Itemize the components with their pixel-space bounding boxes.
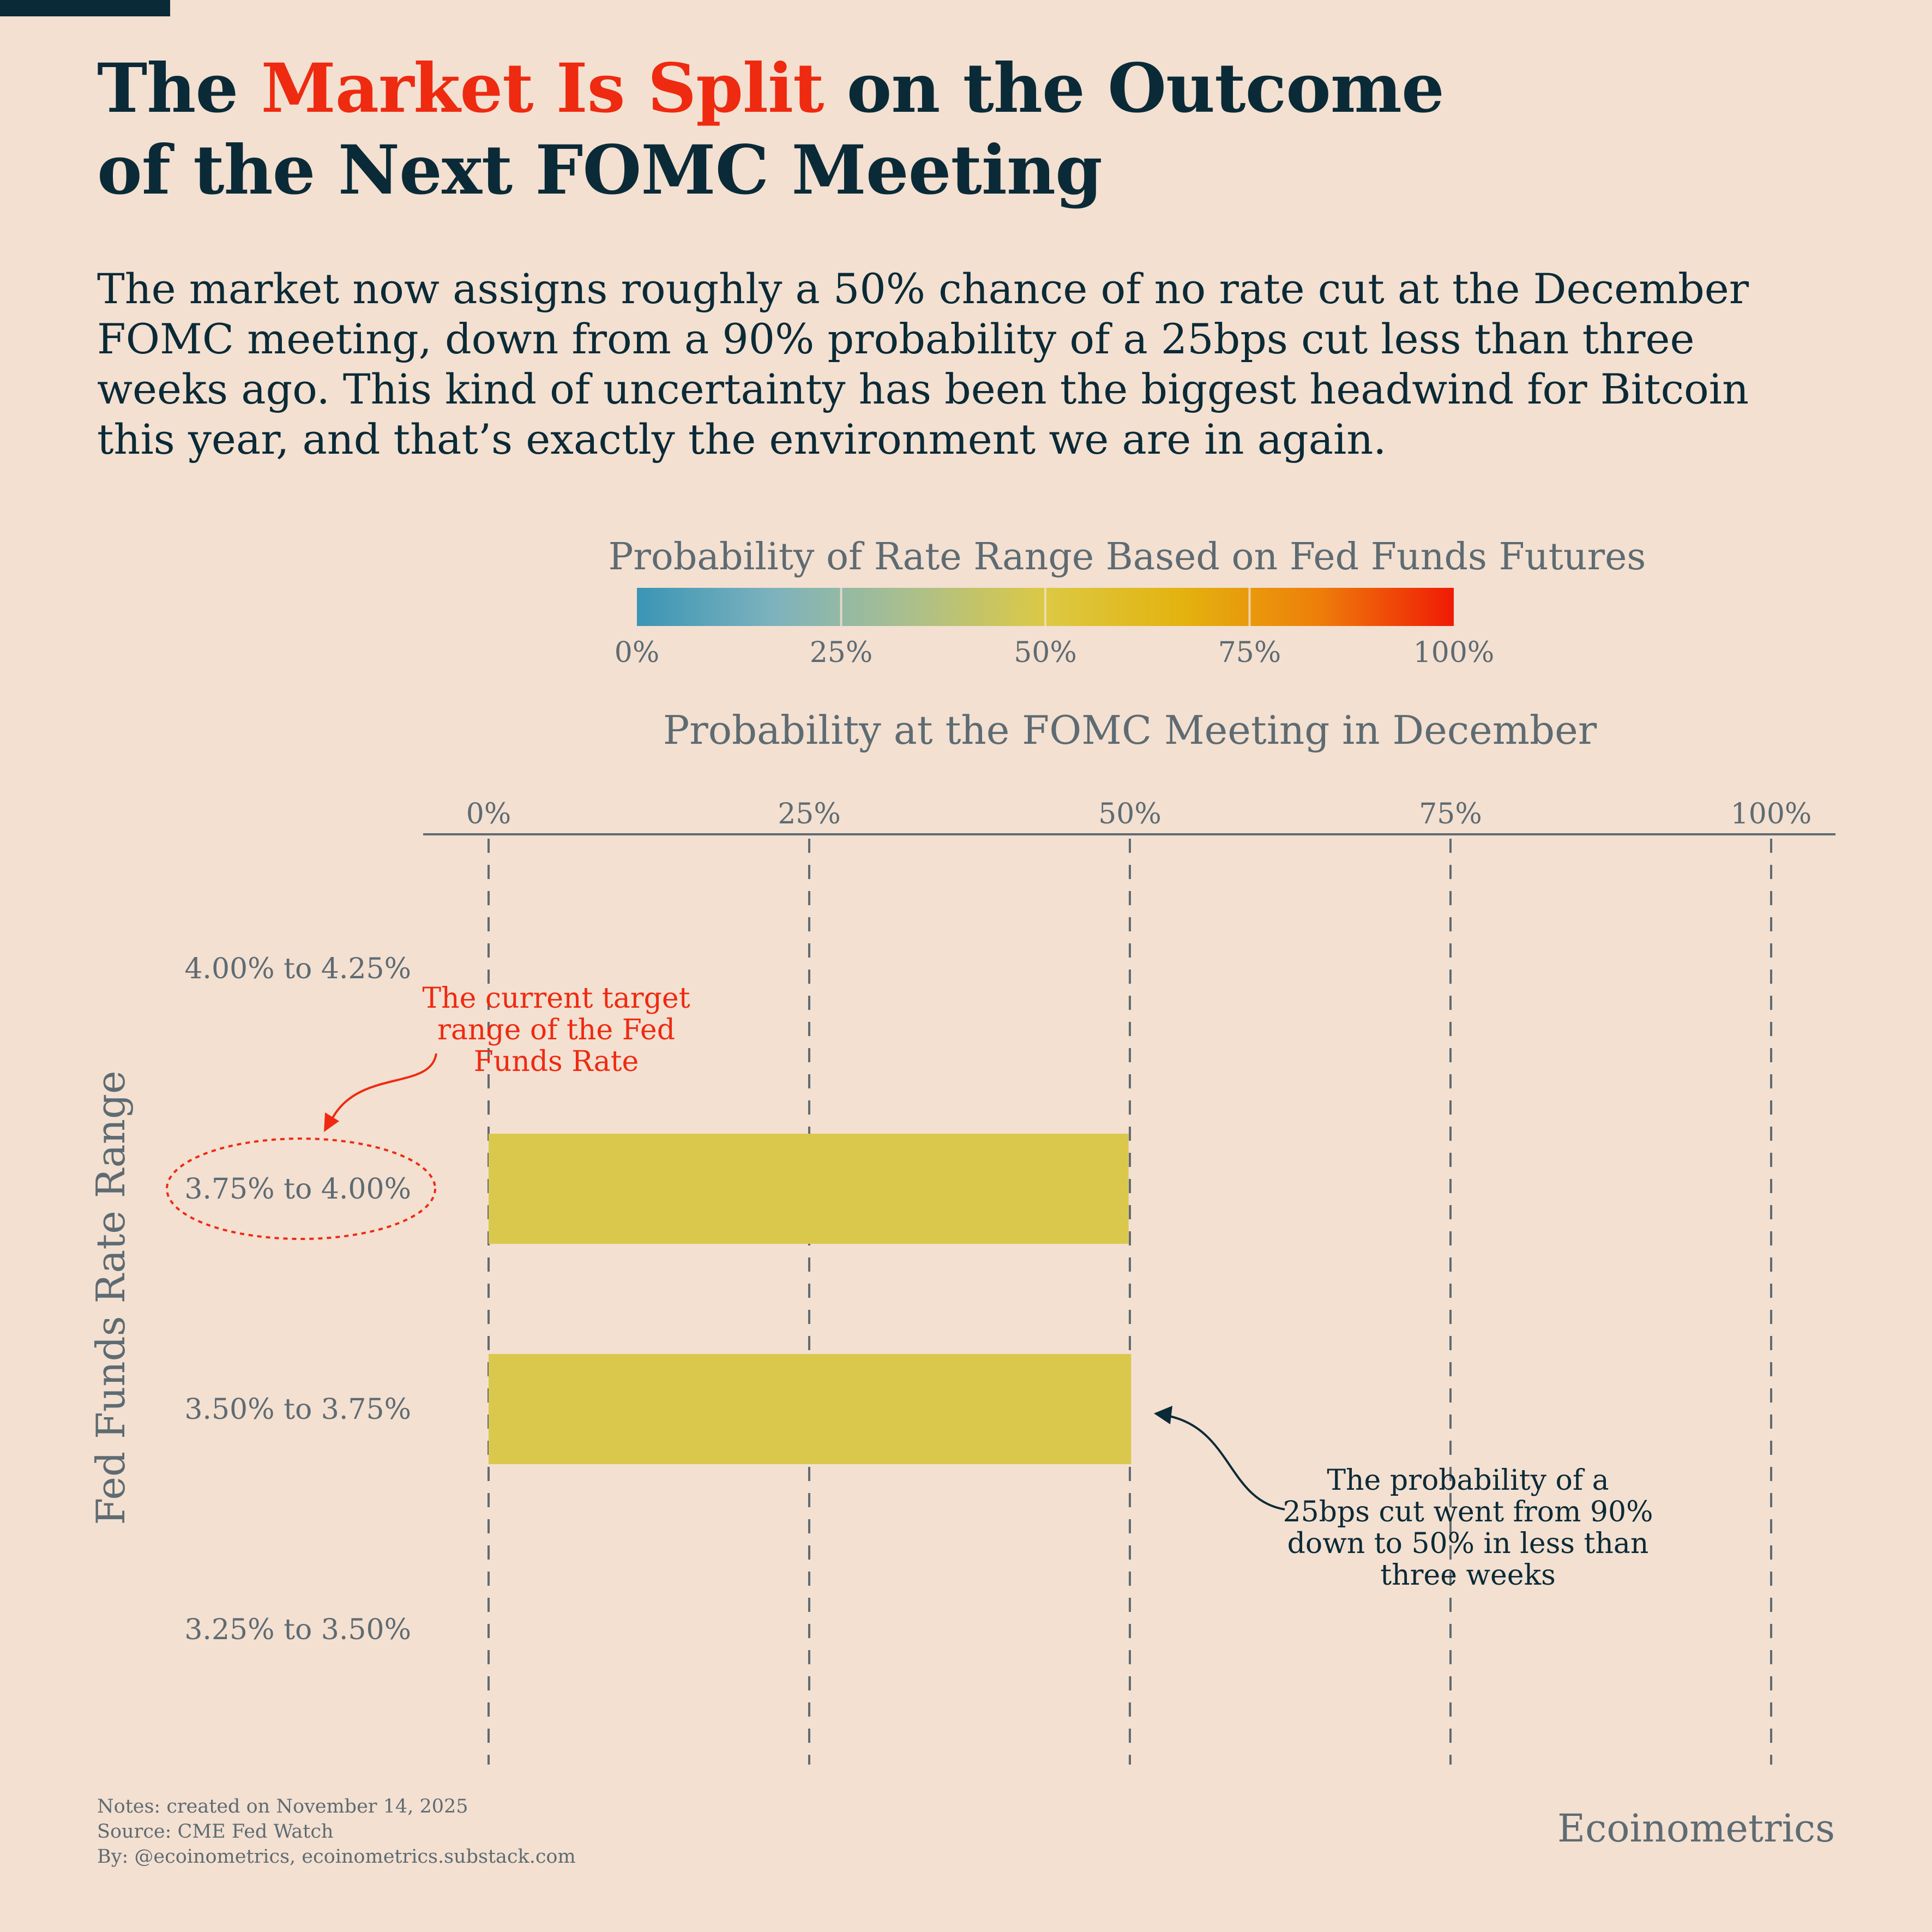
footer-notes: Notes: created on November 14, 2025 Sour… [97,1794,576,1869]
y-category-label: 3.50% to 3.75% [184,1393,411,1426]
colorbar-tick-label: 0% [615,636,660,669]
byline-text: By: @ecoinometrics, ecoinometrics.substa… [97,1846,576,1868]
x-tick-label: 0% [466,798,511,830]
annotation-cut-probability-text: three weeks [1380,1559,1556,1592]
x-tick-label: 50% [1098,798,1161,830]
annotation-current-range-text: range of the Fed [437,1014,675,1046]
subtitle: The market now assigns roughly a 50% cha… [97,264,1749,464]
x-tick-label: 100% [1731,798,1812,830]
y-category-label: 3.75% to 4.00% [184,1173,411,1206]
current-range-highlight-ellipse [166,1137,436,1240]
annotation-arrowhead-cut-probability [1154,1406,1172,1424]
annotation-arrow-current-range [332,1053,437,1118]
title-line2: of the Next FOMC Meeting [97,131,1103,210]
annotation-cut-probability-text: The probability of a [1327,1464,1609,1497]
colorbar-title: Probability of Rate Range Based on Fed F… [609,535,1646,579]
title-part2: on the Outcome [823,49,1445,128]
source-text: Source: CME Fed Watch [97,1821,334,1843]
y-axis-title: Fed Funds Rate Range [88,1070,134,1525]
page-title: The Market Is Split on the Outcome of the… [97,48,1445,212]
x-tick-label: 75% [1419,798,1482,830]
x-tick-label: 25% [778,798,841,830]
colorbar-tick-label: 100% [1413,636,1495,669]
annotation-arrow-cut-probability [1166,1415,1285,1510]
annotation-cut-probability-text: down to 50% in less than [1287,1527,1649,1560]
brand-logo-text: Ecoinometrics [1557,1806,1835,1851]
chart-title: Probability at the FOMC Meeting in Decem… [663,707,1597,753]
title-highlight: Market Is Split [261,49,824,128]
annotation-current-range-text: Funds Rate [474,1045,639,1078]
annotation-current-range-text: The current target [422,982,690,1015]
colorbar-tick-label: 25% [810,636,873,669]
top-accent-bar [0,0,170,16]
annotation-arrowhead-current-range [324,1112,339,1132]
colorbar-tick-label: 50% [1014,636,1077,669]
notes-text: Notes: created on November 14, 2025 [97,1796,468,1817]
title-part1: The [97,49,261,128]
y-category-label: 4.00% to 4.25% [184,953,411,985]
y-category-label: 3.25% to 3.50% [184,1614,411,1646]
bar [489,1354,1131,1464]
annotation-cut-probability-text: 25bps cut went from 90% [1283,1496,1653,1528]
colorbar-tick-label: 75% [1218,636,1281,669]
bar [489,1134,1129,1244]
